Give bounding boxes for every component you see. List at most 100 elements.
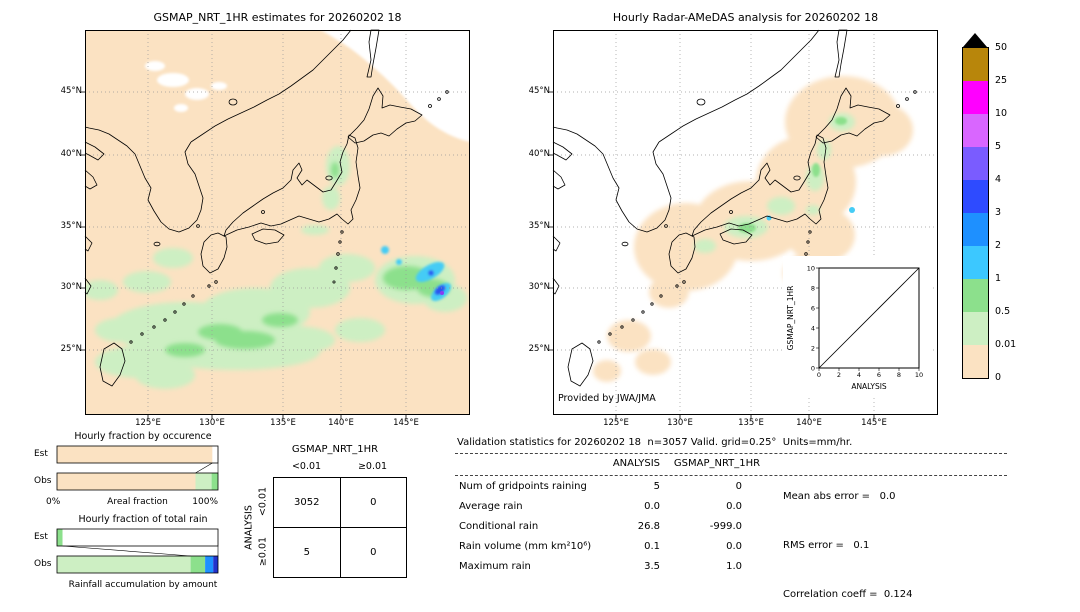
colorbar-tick-9: 0.01 [995, 339, 1017, 350]
left-map-lon-label-1: 130°E [199, 418, 225, 428]
left-map-lon-label-4: 145°E [393, 418, 419, 428]
occurrence-row-label-est: Est [34, 449, 48, 459]
colorbar-segment-7 [963, 279, 988, 312]
left-map-lat-label-2: 35°N [60, 221, 82, 231]
occurrence-chart-bars [56, 445, 219, 491]
colorbar-tick-4: 4 [995, 174, 1002, 185]
contingency-row-label-0: <0.01 [257, 486, 269, 517]
left-map-lat-label-0: 45°N [60, 86, 82, 96]
totalrain-chart-bars [56, 528, 219, 574]
totalrain-row-label-obs: Obs [34, 559, 52, 569]
svg-text:0: 0 [811, 365, 815, 373]
occurrence-row-label-obs: Obs [34, 476, 52, 486]
stats-row: Maximum rain 3.5 1.0 [455, 561, 775, 581]
colorbar-tick-6: 2 [995, 240, 1002, 251]
stats-side-item: RMS error = 0.1 [783, 540, 870, 552]
colorbar-tick-2: 10 [995, 108, 1008, 119]
contingency-cell-11: 0 [340, 528, 407, 578]
right-map-lon-label-0: 125°E [603, 418, 629, 428]
right-precip-layer [593, 76, 913, 382]
left-map: 45°N 40°N 35°N 30°N 25°N 125°E 130°E 135°E 140°E… [61, 29, 471, 428]
stats-row: Num of gridpoints raining 5 0 [455, 481, 775, 501]
contingency-col-label-0: <0.01 [291, 461, 322, 472]
occurrence-x-max: 100% [192, 497, 218, 507]
contingency-cell-10: 5 [274, 528, 341, 578]
totalrain-row-label-est: Est [34, 532, 48, 542]
inset-y-label: GSMAP_NRT_1HR [786, 286, 795, 351]
stats-row-gsmap: 0.0 [726, 501, 742, 512]
colorbar-segment-3 [963, 147, 988, 180]
svg-text:4: 4 [857, 371, 861, 379]
svg-text:10: 10 [915, 371, 923, 379]
colorbar-tick-10: 0 [995, 372, 1002, 383]
stats-row-label: Rain volume (mm km²10⁶) [459, 541, 592, 552]
stats-divider-mid [455, 475, 1007, 476]
stats-row-analysis: 26.8 [637, 521, 660, 532]
left-map-title: GSMAP_NRT_1HR estimates for 20260202 18 [153, 11, 402, 24]
left-map-lon-label-0: 125°E [135, 418, 161, 428]
contingency-col-label-1: ≥0.01 [357, 461, 388, 472]
stats-row: Average rain 0.0 0.0 [455, 501, 775, 521]
colorbar-segments [962, 47, 989, 379]
stats-side-item: Mean abs error = 0.0 [783, 491, 896, 503]
svg-text:6: 6 [811, 305, 815, 313]
occurrence-chart-title: Hourly fraction by occurence [74, 431, 212, 442]
colorbar-tick-3: 5 [995, 141, 1002, 152]
colorbar-segment-4 [963, 180, 988, 213]
svg-text:4: 4 [811, 325, 815, 333]
occurrence-x-min: 0% [46, 497, 61, 507]
right-map-title: Hourly Radar-AMeDAS analysis for 2026020… [612, 11, 879, 24]
contingency-row-group: ANALYSIS [243, 505, 255, 550]
right-map-lat-label-0: 45°N [528, 86, 550, 96]
colorbar-segment-1 [963, 81, 988, 114]
right-map-lon-label-2: 135°E [738, 418, 764, 428]
stats-divider-top [455, 453, 1007, 454]
right-map-lon-label-4: 145°E [861, 418, 887, 428]
stats-row-gsmap: 0.0 [726, 541, 742, 552]
right-map-lat-label-3: 30°N [528, 282, 550, 292]
stats-row-analysis: 5 [653, 481, 660, 492]
colorbar-segment-2 [963, 114, 988, 147]
svg-text:2: 2 [811, 345, 815, 353]
svg-text:6: 6 [877, 371, 881, 379]
colorbar-segment-8 [963, 312, 988, 345]
colorbar-segment-0 [963, 48, 988, 81]
right-map-lon-label-1: 130°E [667, 418, 693, 428]
left-map-lon-label-3: 140°E [328, 418, 354, 428]
contingency-cell-00: 3052 [274, 478, 341, 528]
stats-header: Validation statistics for 20260202 18 n=… [457, 437, 853, 448]
svg-text:10: 10 [807, 265, 815, 273]
colorbar-tick-1: 25 [995, 75, 1008, 86]
totalrain-chart: Hourly fraction of total rain Est Obs Ra… [28, 514, 258, 598]
stats-row-gsmap: -999.0 [709, 521, 742, 532]
stats-row: Rain volume (mm km²10⁶) 0.1 0.0 [455, 541, 775, 561]
stats-row-label: Num of gridpoints raining [459, 481, 587, 492]
left-map-lat-label-1: 40°N [60, 149, 82, 159]
right-map-lon-label-3: 140°E [796, 418, 822, 428]
right-map: Provided by JWA/JMA 0 0 2 2 4 4 6 6 8 8 10 10 ANALY… [529, 29, 939, 428]
stats-row-analysis: 0.0 [644, 501, 660, 512]
svg-text:0: 0 [817, 371, 821, 379]
left-map-lon-label-2: 135°E [270, 418, 296, 428]
stats-row-analysis: 0.1 [644, 541, 660, 552]
credit-text: Provided by JWA/JMA [558, 393, 656, 404]
contingency-col-group: GSMAP_NRT_1HR [291, 444, 379, 455]
right-map-lat-label-1: 40°N [528, 149, 550, 159]
right-map-lat-label-2: 35°N [528, 221, 550, 231]
occurrence-chart: Hourly fraction by occurence Est Obs 0% … [28, 431, 258, 515]
inset-diagonal-line [818, 267, 920, 369]
colorbar-tick-7: 1 [995, 273, 1002, 284]
right-map-lat-label-4: 25°N [528, 344, 550, 354]
stats-side-item: Correlation coeff = 0.124 [783, 588, 913, 600]
colorbar-tick-0: 50 [995, 42, 1008, 53]
stats-col-gsmap: GSMAP_NRT_1HR [673, 458, 761, 469]
colorbar-overflow-arrow [963, 33, 987, 47]
contingency-grid: 3052 0 5 0 [273, 477, 407, 578]
totalrain-chart-title: Hourly fraction of total rain [78, 514, 208, 525]
inset-ticks: 00 2 2 4 4 6 6 8 8 10 10 [807, 265, 923, 380]
contingency-table: GSMAP_NRT_1HR <0.01 ≥0.01 ANALYSIS <0.01… [243, 444, 425, 596]
contingency-cell-01: 0 [340, 478, 407, 528]
inset-x-label: ANALYSIS [851, 382, 887, 391]
stats-row-gsmap: 1.0 [726, 561, 742, 572]
svg-text:8: 8 [811, 285, 815, 293]
